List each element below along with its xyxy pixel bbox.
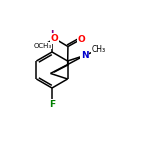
Text: O: O — [51, 34, 59, 43]
Text: N: N — [81, 51, 88, 60]
Text: F: F — [49, 100, 55, 109]
Text: CH₃: CH₃ — [92, 45, 106, 54]
Text: I: I — [50, 30, 54, 39]
Text: O: O — [78, 35, 85, 44]
Text: OCH₃: OCH₃ — [33, 43, 51, 49]
